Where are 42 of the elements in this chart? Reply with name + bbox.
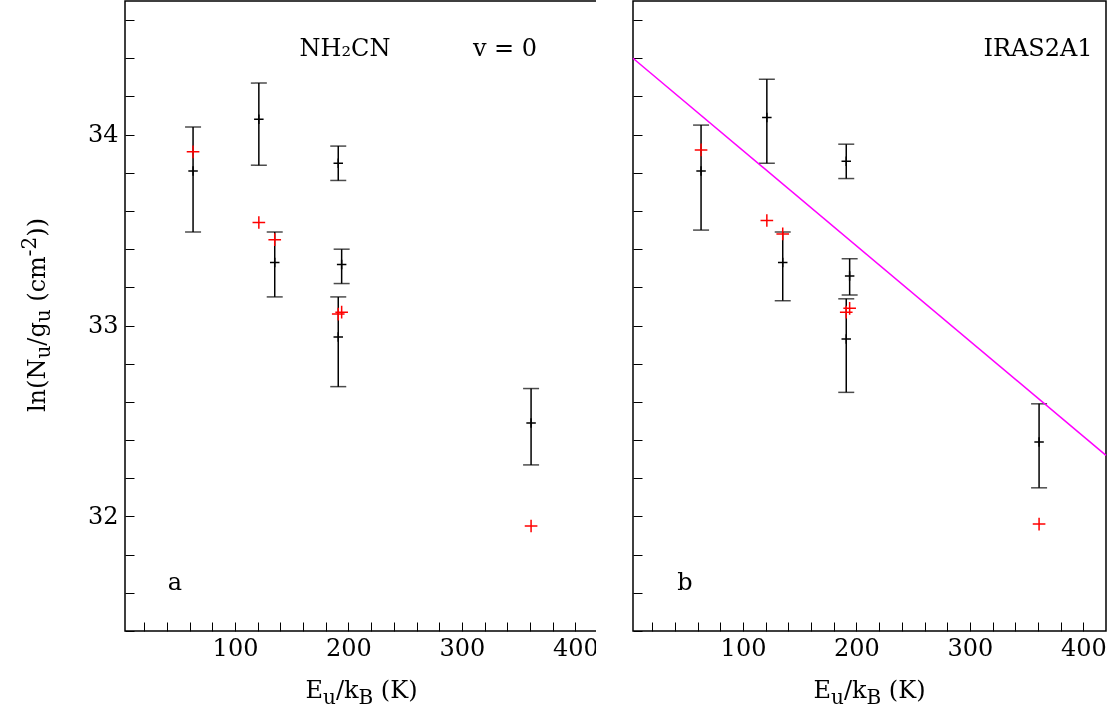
- y-tick-label: 34: [87, 120, 119, 149]
- point: [695, 165, 707, 177]
- point: [1033, 436, 1045, 448]
- point: [187, 165, 199, 177]
- x-tick-label: 100: [212, 633, 259, 662]
- point: [840, 155, 852, 167]
- point: [839, 305, 854, 320]
- point: [844, 270, 856, 282]
- point: [185, 144, 201, 159]
- annotation: NH₂CN: [299, 34, 391, 62]
- point: [269, 257, 281, 269]
- point: [336, 258, 348, 270]
- point: [777, 257, 789, 269]
- point: [267, 232, 282, 247]
- x-axis-title: E$_{u}$/k$_{B}$ (K): [305, 676, 418, 709]
- y-tick-label: 32: [87, 501, 119, 530]
- point: [761, 111, 773, 123]
- point: [759, 213, 774, 228]
- x-tick-label: 100: [720, 633, 767, 662]
- y-tick-label: 33: [87, 311, 119, 340]
- point: [525, 417, 537, 429]
- point: [775, 226, 790, 241]
- point: [842, 301, 857, 316]
- point: [332, 157, 344, 169]
- x-axis-title: E$_{u}$/k$_{B}$ (K): [813, 676, 926, 709]
- annotation: a: [167, 568, 183, 596]
- point: [1032, 517, 1047, 532]
- point: [693, 142, 709, 157]
- x-tick-label: 400: [552, 633, 599, 662]
- point: [251, 215, 266, 230]
- x-tick-label: 300: [947, 633, 994, 662]
- point: [332, 331, 344, 343]
- x-tick-label: 400: [1060, 633, 1107, 662]
- x-tick-label: 300: [439, 633, 486, 662]
- point: [840, 333, 852, 345]
- x-tick-label: 200: [834, 633, 880, 662]
- point: [524, 518, 539, 534]
- annotation: v = 0: [471, 34, 538, 62]
- point: [253, 113, 265, 125]
- annotation: b: [677, 568, 693, 596]
- annotation: IRAS2A1: [983, 34, 1093, 62]
- x-tick-label: 200: [326, 633, 372, 662]
